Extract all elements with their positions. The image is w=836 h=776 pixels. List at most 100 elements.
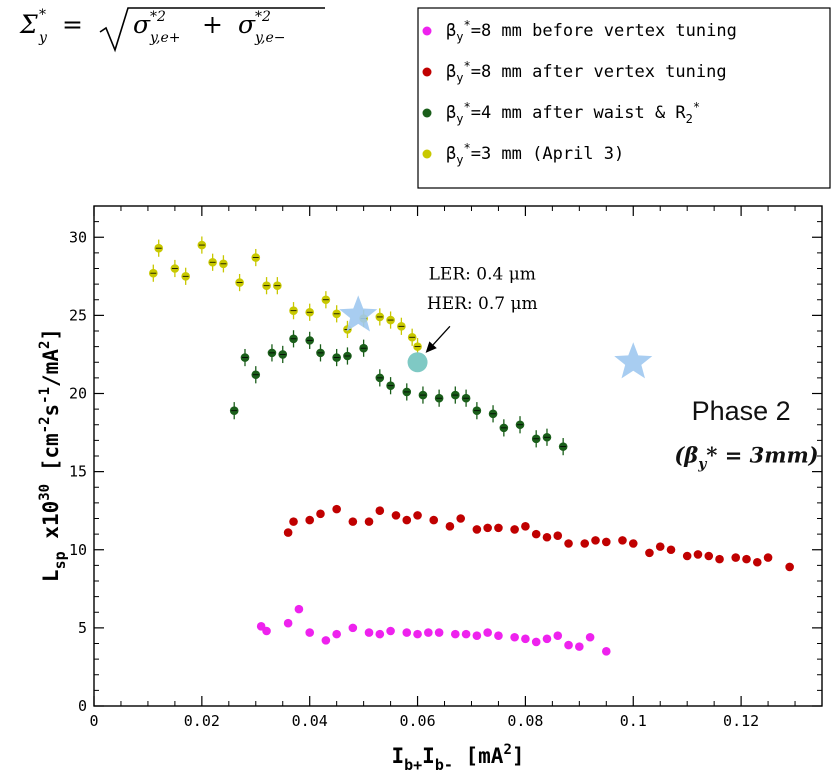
x-tick-label: 0.02: [184, 712, 220, 730]
legend-item-beta3: βy*=3 mm (April 3): [422, 141, 624, 167]
data-point: [510, 632, 519, 642]
data-point: [510, 525, 519, 534]
legend-item-beta8-before: βy*=8 mm before vertex tuning: [422, 18, 737, 44]
legend-label: βy*=8 mm after vertex tuning: [446, 59, 727, 85]
x-tick-label: 0.04: [292, 712, 328, 730]
data-point: [424, 628, 433, 637]
star-phase2-b: [614, 342, 653, 379]
annotation-phase2: Phase 2: [692, 396, 791, 426]
legend-label: βy*=4 mm after waist & R2*: [446, 100, 700, 126]
legend-item-beta4: βy*=4 mm after waist & R2*: [422, 100, 700, 126]
formula-sigma2: σ: [238, 10, 256, 39]
data-point: [693, 550, 703, 559]
special-markers: [339, 295, 653, 379]
data-point: [305, 628, 315, 637]
series-beta8-before: [256, 604, 611, 656]
data-point: [316, 509, 325, 519]
x-axis-label: Ib+Ib- [mA2]: [391, 742, 524, 774]
data-point: [305, 515, 315, 525]
data-point: [553, 631, 563, 640]
legend-marker: [422, 26, 432, 36]
data-point: [494, 631, 503, 640]
formula-sqrt-sign: [99, 7, 325, 53]
data-point: [364, 628, 374, 637]
data-point: [391, 511, 401, 520]
data-point: [542, 532, 552, 542]
plot-frame: [93, 205, 823, 707]
data-point: [456, 514, 465, 523]
data-point: [402, 515, 412, 525]
data-point: [585, 632, 595, 642]
data-point: [262, 626, 271, 636]
annotation-arrow: [432, 325, 451, 346]
star-phase2-a: [339, 295, 378, 332]
data-point: [375, 629, 385, 639]
x-tick-label: 0.08: [507, 712, 543, 730]
data-point: [386, 626, 395, 636]
annotation-arrowhead: [425, 341, 437, 353]
data-point: [472, 631, 482, 640]
y-axis-label: Lsp x1030 [cm-2s-1/mA2]: [37, 328, 69, 582]
data-point: [564, 539, 573, 548]
legend-marker: [422, 149, 432, 159]
x-tick-label: 0.1: [620, 712, 647, 730]
data-point: [542, 634, 552, 644]
data-point: [521, 634, 530, 644]
y-tick-label: 15: [69, 463, 87, 481]
data-point: [601, 537, 611, 547]
data-point: [402, 628, 412, 637]
data-point: [655, 542, 665, 551]
x-tick-label: 0.06: [399, 712, 435, 730]
data-point: [413, 511, 422, 520]
y-tick-label: 25: [69, 306, 87, 324]
data-point: [332, 629, 341, 639]
data-point: [742, 554, 751, 564]
data-point: [413, 629, 422, 639]
sigma-formula: Σ * y = σ *2 y,e+ + σ *2 y,e−: [19, 7, 325, 53]
annotation-her: HER: 0.7 μm: [427, 294, 538, 314]
data-point: [580, 539, 590, 548]
data-point: [763, 553, 773, 562]
data-point: [731, 553, 741, 562]
formula-lhs-sub: y: [38, 30, 48, 46]
data-point: [628, 539, 638, 548]
legend-item-beta8-after: βy*=8 mm after vertex tuning: [422, 59, 727, 85]
legend: βy*=8 mm before vertex tuning βy*=8 mm af…: [417, 7, 831, 189]
data-point: [601, 647, 611, 656]
data-point: [348, 623, 358, 633]
y-tick-label: 10: [69, 541, 87, 559]
data-point: [591, 536, 600, 545]
data-point: [429, 515, 439, 525]
data-point: [531, 529, 541, 539]
formula-sigma1: σ: [133, 10, 151, 39]
circle-ler-her: [407, 352, 428, 373]
y-tick-label: 30: [69, 228, 87, 246]
data-point: [483, 628, 492, 637]
formula-sigma2-sub: y,e−: [254, 30, 286, 46]
formula-sigma1-sub: y,e+: [149, 30, 181, 46]
formula-sigma2-sup: *2: [255, 9, 271, 25]
data-point: [575, 642, 584, 651]
legend-marker: [422, 67, 432, 77]
annotation-ler: LER: 0.4 μm: [429, 264, 536, 284]
data-point: [645, 548, 654, 558]
data-point: [364, 517, 374, 526]
data-point: [461, 629, 471, 639]
y-tick-label: 0: [78, 697, 87, 715]
formula-plus: +: [202, 10, 223, 39]
data-point: [564, 640, 573, 650]
data-point: [289, 517, 298, 526]
data-point: [294, 604, 304, 614]
annotations: LER: 0.4 μm HER: 0.7 μm Phase 2 (βy* = 3…: [425, 264, 819, 472]
data-point: [321, 636, 331, 645]
data-point: [785, 562, 794, 572]
formula-equals: =: [62, 10, 83, 39]
data-point: [332, 504, 341, 514]
data-point: [704, 551, 714, 561]
data-point: [618, 536, 627, 545]
data-point: [553, 531, 563, 540]
data-point: [531, 637, 541, 647]
data-point: [715, 554, 724, 564]
axis-ticks: 0 0.02 0.04 0.06 0.08 0.1 0.12 0 5 10 15 20 25 30: [69, 205, 822, 730]
